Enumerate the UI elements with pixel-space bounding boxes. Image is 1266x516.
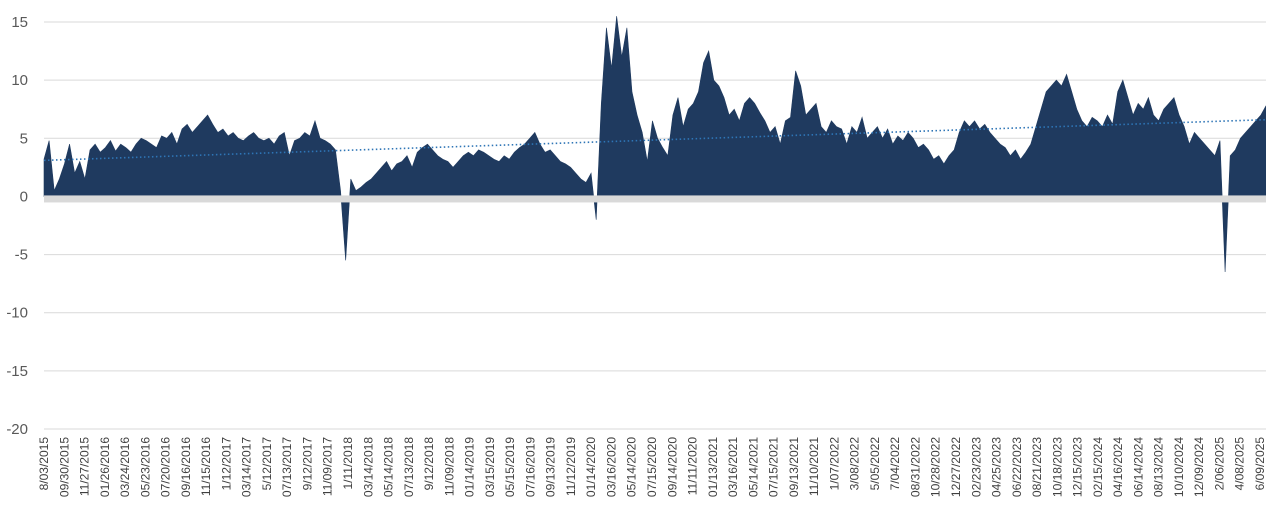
x-tick-label: 11/27/2015 — [78, 437, 92, 496]
x-tick-label: 08/13/2024 — [1152, 437, 1166, 497]
x-tick-label: 03/16/2020 — [605, 437, 619, 497]
x-tick-label: 07/13/2017 — [280, 437, 294, 497]
x-tick-label: 05/14/2021 — [746, 437, 760, 497]
x-tick-label: 04/25/2023 — [990, 437, 1004, 497]
x-tick-label: 06/22/2023 — [1010, 437, 1024, 497]
x-tick-label: 01/14/2020 — [584, 437, 598, 497]
y-tick-label: 5 — [20, 130, 28, 147]
x-tick-label: 07/16/2019 — [523, 437, 537, 497]
x-axis: 8/03/2015 09/30/2015 11/27/2015 01/26/2016 0… — [37, 437, 1266, 497]
x-tick-label: 08/21/2023 — [1030, 437, 1044, 497]
x-tick-label: 5/05/2022 — [868, 437, 882, 491]
x-tick-label: 05/14/2018 — [382, 437, 396, 497]
x-tick-label: 09/16/2016 — [179, 437, 193, 497]
x-tick-label: 12/15/2023 — [1071, 437, 1085, 497]
y-tick-label: -5 — [15, 247, 28, 264]
x-tick-label: 10/18/2023 — [1050, 437, 1064, 497]
gridlines — [44, 21, 1266, 430]
x-tick-label: 09/30/2015 — [57, 437, 71, 497]
y-tick-label: -20 — [6, 421, 28, 438]
y-axis: 15 10 5 0 -5 -10 -15 -20 — [6, 14, 28, 438]
x-tick-label: 5/12/2017 — [260, 437, 274, 491]
area-series — [43, 16, 1266, 273]
x-tick-label: 11/12/2019 — [564, 437, 578, 496]
x-tick-label: 05/15/2019 — [503, 437, 517, 497]
zero-band — [44, 195, 1266, 203]
x-tick-label: 07/20/2016 — [159, 437, 173, 497]
x-tick-label: 03/15/2019 — [483, 437, 497, 497]
x-tick-label: 1/07/2022 — [827, 437, 841, 491]
x-tick-label: 02/23/2023 — [969, 437, 983, 497]
x-tick-label: 9/12/2017 — [301, 437, 315, 491]
x-tick-label: 1/12/2017 — [219, 437, 233, 491]
x-tick-label: 08/31/2022 — [909, 437, 923, 497]
y-tick-label: 10 — [11, 72, 28, 89]
x-tick-label: 11/09/2018 — [442, 437, 456, 496]
x-tick-label: 01/26/2016 — [98, 437, 112, 497]
x-tick-label: 03/14/2017 — [240, 437, 254, 497]
x-tick-label: 09/13/2019 — [544, 437, 558, 497]
x-tick-label: 9/12/2018 — [422, 437, 436, 491]
x-tick-label: 4/08/2025 — [1233, 437, 1247, 491]
x-tick-label: 11/10/2021 — [807, 437, 821, 496]
x-tick-label: 2/06/2025 — [1213, 437, 1227, 491]
x-tick-label: 06/14/2024 — [1131, 437, 1145, 497]
x-tick-label: 01/14/2019 — [463, 437, 477, 497]
x-tick-label: 8/03/2015 — [37, 437, 51, 491]
x-tick-label: 04/16/2024 — [1111, 437, 1125, 497]
x-tick-label: 01/13/2021 — [706, 437, 720, 497]
x-tick-label: 03/16/2021 — [726, 437, 740, 497]
x-tick-label: 07/13/2018 — [402, 437, 416, 497]
x-tick-label: 7/04/2022 — [888, 437, 902, 491]
x-tick-label: 07/15/2021 — [767, 437, 781, 497]
x-tick-label: 10/10/2024 — [1172, 437, 1186, 497]
x-tick-label: 10/28/2022 — [929, 437, 943, 497]
x-tick-label: 11/11/2020 — [686, 437, 700, 496]
x-tick-label: 02/15/2024 — [1091, 437, 1105, 497]
x-tick-label: 07/15/2020 — [645, 437, 659, 497]
x-tick-label: 12/27/2022 — [949, 437, 963, 497]
x-tick-label: 1/11/2018 — [341, 437, 355, 490]
zero-baseline — [44, 195, 1266, 203]
x-tick-label: 3/08/2022 — [848, 437, 862, 491]
x-tick-label: 11/15/2016 — [199, 437, 213, 496]
x-tick-label: 03/14/2018 — [361, 437, 375, 497]
x-tick-label: 09/13/2021 — [787, 437, 801, 497]
x-tick-label: 12/09/2024 — [1192, 437, 1206, 497]
x-tick-label: 05/14/2020 — [625, 437, 639, 497]
x-tick-label: 11/09/2017 — [321, 437, 335, 496]
y-tick-label: -10 — [6, 305, 28, 322]
area-path — [43, 16, 1266, 273]
x-tick-label: 6/09/2025 — [1253, 437, 1266, 491]
x-tick-label: 09/14/2020 — [665, 437, 679, 497]
y-tick-label: 15 — [11, 14, 28, 31]
x-tick-label: 03/24/2016 — [118, 437, 132, 497]
x-tick-label: 05/23/2016 — [138, 437, 152, 497]
y-tick-label: -15 — [6, 363, 28, 380]
y-tick-label: 0 — [20, 188, 28, 205]
